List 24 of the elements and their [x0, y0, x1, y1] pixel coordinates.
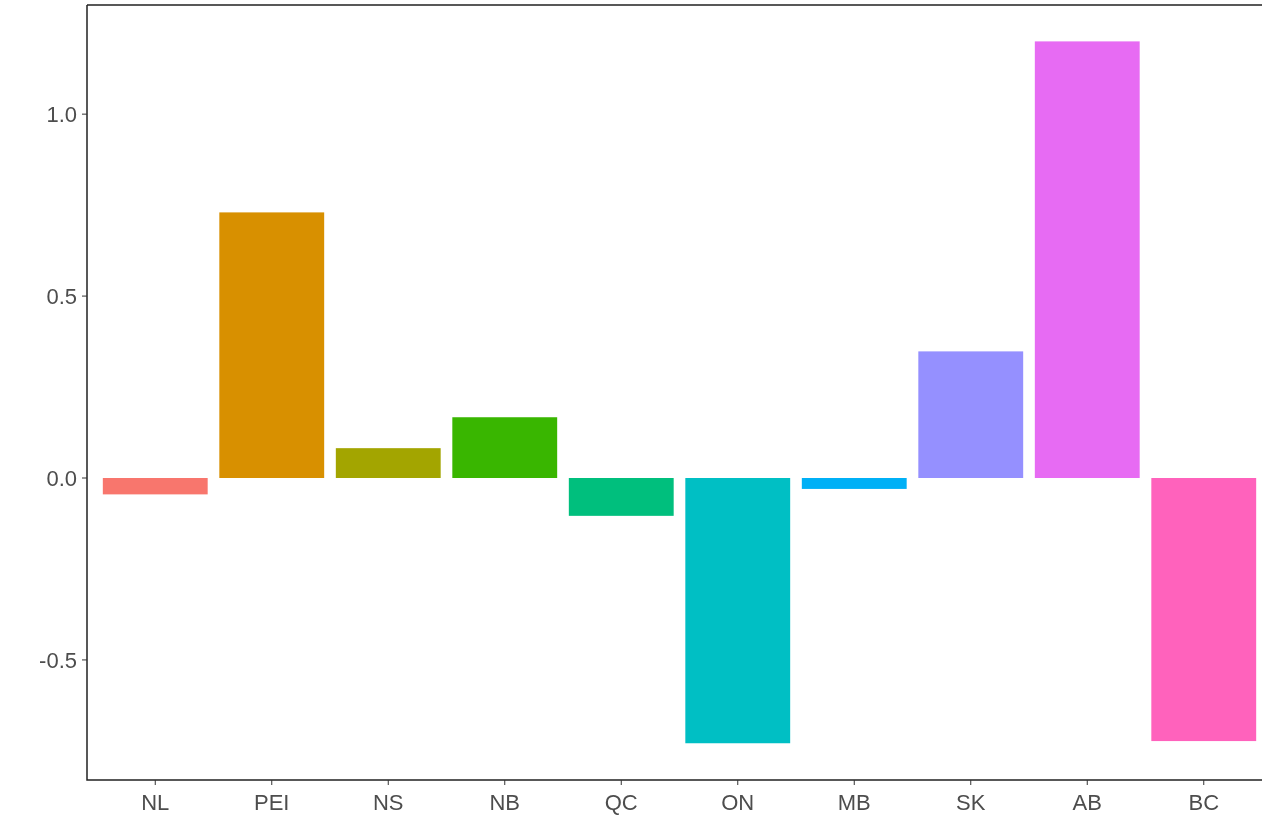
bar — [219, 212, 325, 478]
bar — [452, 417, 558, 478]
bar — [335, 448, 441, 478]
x-tick-label: BC — [1188, 790, 1220, 815]
y-tick-label: 0.0 — [46, 465, 77, 491]
x-tick-label: AB — [1072, 790, 1102, 815]
x-tick-label: ON — [721, 790, 755, 815]
bar — [102, 478, 208, 495]
x-tick-label: MB — [837, 790, 871, 815]
x-tick-label: QC — [604, 790, 638, 815]
x-tick-label: PEI — [254, 790, 290, 815]
x-tick-label: NS — [372, 790, 404, 815]
bar — [685, 478, 791, 744]
y-tick-label: 0.5 — [46, 283, 77, 309]
bar — [801, 478, 907, 489]
x-tick-label: NB — [489, 790, 521, 815]
bar — [1151, 478, 1257, 742]
bar — [1034, 41, 1140, 479]
bar — [918, 351, 1024, 479]
y-tick-label: 1.0 — [46, 101, 77, 127]
x-tick-label: SK — [956, 790, 986, 815]
y-tick-label: -0.5 — [39, 647, 77, 673]
x-tick-label: NL — [141, 790, 170, 815]
bar — [568, 478, 674, 516]
